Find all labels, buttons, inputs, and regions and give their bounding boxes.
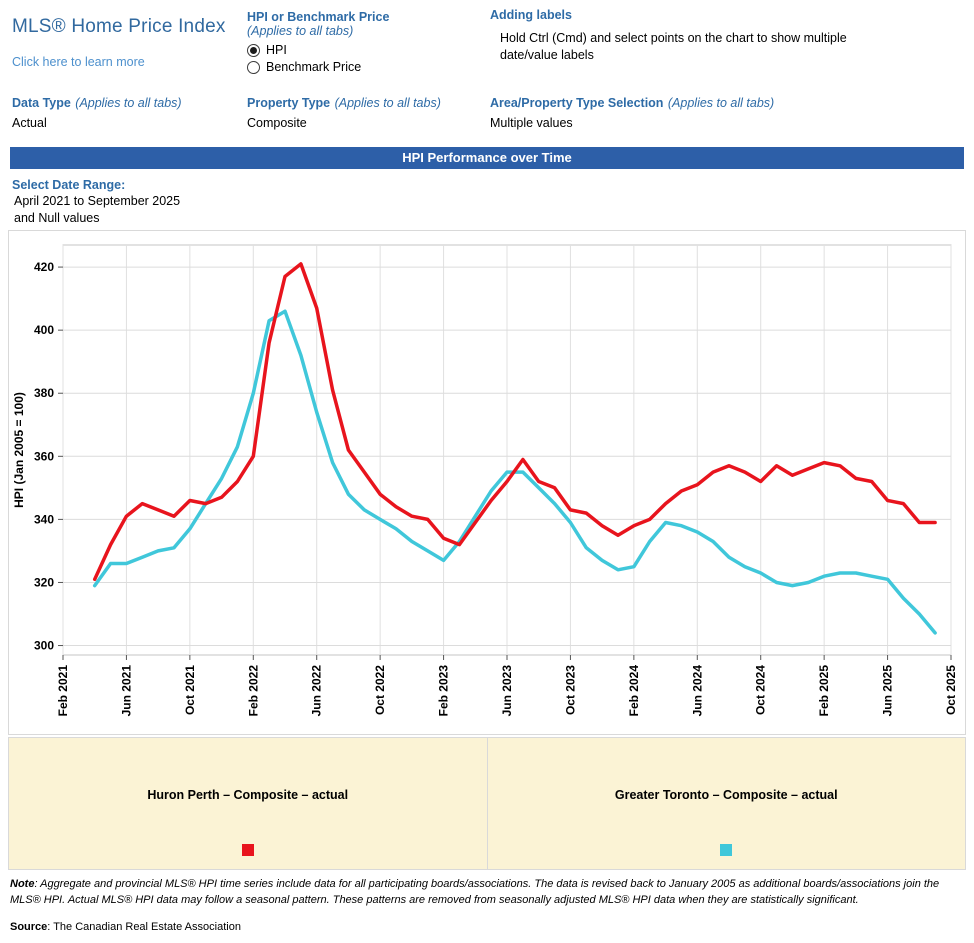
data-type-value[interactable]: Actual (12, 116, 47, 130)
svg-text:Oct 2024: Oct 2024 (754, 665, 768, 715)
svg-text:400: 400 (34, 323, 54, 337)
area-selection-label: Area/Property Type Selection (490, 96, 664, 110)
legend-item-huron-perth[interactable]: Huron Perth – Composite – actual (9, 738, 488, 869)
svg-text:300: 300 (34, 639, 54, 653)
page-title: MLS® Home Price Index (12, 16, 226, 37)
svg-text:420: 420 (34, 260, 54, 274)
footnote: Note: Aggregate and provincial MLS® HPI … (10, 877, 966, 909)
svg-text:360: 360 (34, 449, 54, 463)
svg-text:Jun 2023: Jun 2023 (500, 665, 514, 717)
svg-text:Oct 2025: Oct 2025 (944, 665, 958, 715)
area-selection-filter: Area/Property Type Selection (Applies to… (490, 94, 950, 130)
section-title-banner: HPI Performance over Time (10, 147, 964, 169)
date-range-extra: and Null values (14, 210, 100, 225)
source-text: : The Canadian Real Estate Association (47, 921, 241, 933)
property-type-label: Property Type (247, 96, 331, 110)
note-text: : Aggregate and provincial MLS® HPI time… (10, 878, 940, 906)
hpi-chart-container: Feb 2021 Jun 2021 Oct 2021 Feb 2022 Jun 2022… (8, 230, 966, 735)
area-selection-value[interactable]: Multiple values (490, 116, 573, 130)
adding-labels-heading: Adding labels (490, 8, 572, 22)
svg-text:Jun 2025: Jun 2025 (881, 665, 895, 717)
data-type-sublabel: (Applies to all tabs) (75, 96, 182, 110)
learn-more-link[interactable]: Click here to learn more (12, 55, 145, 69)
data-type-label: Data Type (12, 96, 71, 110)
property-type-value[interactable]: Composite (247, 116, 307, 130)
source-line: Source: The Canadian Real Estate Associa… (10, 921, 966, 933)
radio-unselected-icon (247, 60, 260, 74)
property-type-filter: Property Type (Applies to all tabs) Comp… (247, 94, 485, 130)
source-label: Source (10, 921, 48, 933)
date-range-label: Select Date Range: (12, 178, 126, 192)
svg-text:Feb 2024: Feb 2024 (627, 665, 641, 717)
svg-text:Feb 2022: Feb 2022 (246, 665, 260, 717)
date-range-value: April 2021 to September 2025 (14, 194, 181, 209)
adding-labels-instructions: Hold Ctrl (Cmd) and select points on the… (500, 31, 847, 62)
legend-item-greater-toronto[interactable]: Greater Toronto – Composite – actual (488, 738, 966, 869)
area-selection-sublabel: (Applies to all tabs) (667, 96, 775, 110)
radio-option-benchmark-label: Benchmark Price (266, 60, 362, 74)
chart-legend: Huron Perth – Composite – actual Greater… (8, 737, 966, 870)
svg-text:Oct 2023: Oct 2023 (563, 665, 577, 715)
radio-selected-icon (247, 43, 260, 57)
svg-text:HPI (Jan 2005 = 100): HPI (Jan 2005 = 100) (12, 392, 26, 508)
legend-label-huron-perth: Huron Perth – Composite – actual (147, 788, 349, 802)
svg-text:Jun 2021: Jun 2021 (119, 665, 133, 717)
svg-text:320: 320 (34, 575, 54, 589)
svg-text:Jun 2024: Jun 2024 (690, 665, 704, 717)
hpi-benchmark-radio-group: HPI Benchmark Price (247, 43, 485, 74)
radio-option-hpi-label: HPI (266, 43, 287, 57)
radio-option-benchmark-price[interactable]: Benchmark Price (247, 60, 485, 74)
svg-text:Feb 2023: Feb 2023 (437, 665, 451, 717)
svg-text:Feb 2021: Feb 2021 (56, 665, 70, 717)
svg-text:340: 340 (34, 512, 54, 526)
svg-text:Oct 2021: Oct 2021 (183, 665, 197, 715)
hpi-benchmark-control: HPI or Benchmark Price (Applies to all t… (247, 10, 485, 74)
svg-text:380: 380 (34, 386, 54, 400)
legend-swatch-red (241, 844, 254, 856)
legend-label-greater-toronto: Greater Toronto – Composite – actual (614, 788, 838, 802)
radio-option-hpi[interactable]: HPI (247, 43, 485, 57)
date-range-filter[interactable]: Select Date Range: April 2021 to Septemb… (12, 177, 180, 226)
data-type-filter: Data Type (Applies to all tabs) Actual (12, 94, 242, 130)
legend-swatch-cyan (720, 844, 733, 856)
property-type-sublabel: (Applies to all tabs) (334, 96, 441, 110)
svg-text:Feb 2025: Feb 2025 (817, 665, 831, 717)
svg-text:Jun 2022: Jun 2022 (310, 665, 324, 717)
hpi-line-chart[interactable]: Feb 2021 Jun 2021 Oct 2021 Feb 2022 Jun 2022… (9, 231, 965, 734)
hpi-benchmark-label: HPI or Benchmark Price (247, 10, 390, 24)
adding-labels-help: Adding labels Hold Ctrl (Cmd) and select… (490, 8, 950, 64)
note-label: Note (10, 878, 35, 890)
hpi-benchmark-sublabel: (Applies to all tabs) (247, 24, 354, 38)
svg-text:Oct 2022: Oct 2022 (373, 665, 387, 715)
